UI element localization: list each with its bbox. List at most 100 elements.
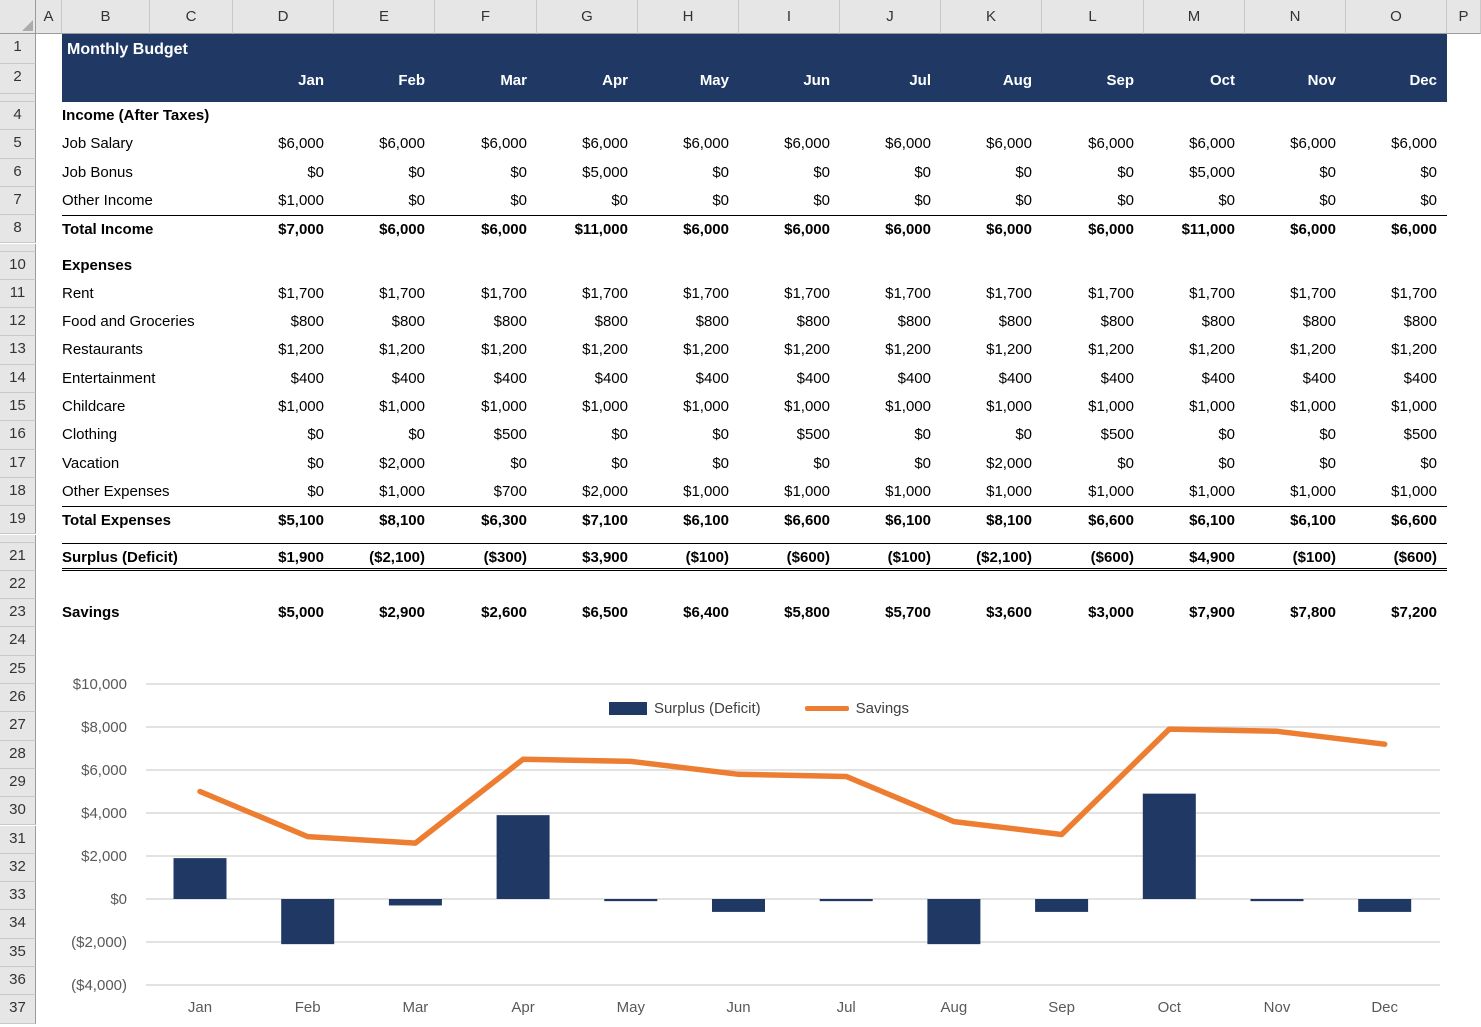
row-header-16[interactable]: 16 <box>0 421 36 450</box>
cell-restaurants-sep[interactable]: $1,200 <box>1088 341 1134 359</box>
cell-childcare-dec[interactable]: $1,000 <box>1391 398 1437 415</box>
month-header-jun[interactable]: Jun <box>803 72 830 89</box>
cell-total-expenses-jun[interactable]: $6,600 <box>784 512 830 530</box>
cell-total-expenses-oct[interactable]: $6,100 <box>1189 512 1235 530</box>
column-header-b[interactable]: B <box>62 0 150 34</box>
cell-surplus-deficit-jun[interactable]: ($600) <box>786 548 830 566</box>
cell-other-income-dec[interactable]: $0 <box>1420 191 1437 209</box>
cell-clothing-jun[interactable]: $500 <box>796 426 830 444</box>
cell-job-salary-oct[interactable]: $6,000 <box>1189 135 1235 153</box>
cell-job-salary-jul[interactable]: $6,000 <box>885 135 931 153</box>
row-header-15[interactable]: 15 <box>0 393 36 422</box>
row-header-7[interactable]: 7 <box>0 186 36 216</box>
cell-job-bonus-jul[interactable]: $0 <box>914 163 931 181</box>
cell-clothing-mar[interactable]: $500 <box>493 426 527 444</box>
row-label-other-expenses[interactable]: Other Expenses <box>62 482 170 500</box>
month-header-dec[interactable]: Dec <box>1409 72 1437 89</box>
row-header-31[interactable]: 31 <box>0 825 36 854</box>
cell-vacation-oct[interactable]: $0 <box>1218 454 1235 472</box>
row-header-2[interactable]: 2 <box>0 64 36 94</box>
cell-food-and-groceries-oct[interactable]: $800 <box>1201 313 1235 331</box>
row-header-29[interactable]: 29 <box>0 768 36 798</box>
row-label-savings[interactable]: Savings <box>62 604 120 622</box>
cell-job-salary-apr[interactable]: $6,000 <box>582 135 628 153</box>
row-header-19[interactable]: 19 <box>0 506 36 535</box>
cell-savings-dec[interactable]: $7,200 <box>1391 604 1437 622</box>
cell-surplus-deficit-apr[interactable]: $3,900 <box>582 548 628 566</box>
cell-job-salary-aug[interactable]: $6,000 <box>986 135 1032 153</box>
cell-job-salary-may[interactable]: $6,000 <box>683 135 729 153</box>
cell-rent-jan[interactable]: $1,700 <box>278 284 324 302</box>
row-header-14[interactable]: 14 <box>0 364 36 393</box>
row-header-3[interactable]: 3 <box>0 94 36 102</box>
row-header-35[interactable]: 35 <box>0 938 36 967</box>
cell-job-bonus-dec[interactable]: $0 <box>1420 163 1437 181</box>
cell-rent-jun[interactable]: $1,700 <box>784 284 830 302</box>
cell-restaurants-apr[interactable]: $1,200 <box>582 341 628 359</box>
row-header-20[interactable]: 20 <box>0 534 36 543</box>
column-header-g[interactable]: G <box>537 0 638 34</box>
cell-vacation-jul[interactable]: $0 <box>914 454 931 472</box>
row-label-food-and-groceries[interactable]: Food and Groceries <box>62 313 195 331</box>
row-header-4[interactable]: 4 <box>0 102 36 131</box>
cell-total-expenses-may[interactable]: $6,100 <box>683 512 729 530</box>
row-label-clothing[interactable]: Clothing <box>62 426 118 444</box>
row-header-23[interactable]: 23 <box>0 599 36 628</box>
column-header-m[interactable]: M <box>1144 0 1245 34</box>
cell-other-expenses-feb[interactable]: $1,000 <box>379 482 425 500</box>
cell-other-expenses-dec[interactable]: $1,000 <box>1391 482 1437 500</box>
cell-restaurants-may[interactable]: $1,200 <box>683 341 729 359</box>
cell-total-expenses-feb[interactable]: $8,100 <box>379 512 425 530</box>
cell-surplus-deficit-feb[interactable]: ($2,100) <box>369 548 425 566</box>
cell-other-income-apr[interactable]: $0 <box>611 191 628 209</box>
row-header-22[interactable]: 22 <box>0 570 36 600</box>
cell-restaurants-jun[interactable]: $1,200 <box>784 341 830 359</box>
cell-total-income-dec[interactable]: $6,000 <box>1391 221 1437 239</box>
cell-clothing-jan[interactable]: $0 <box>307 426 324 444</box>
cell-total-income-oct[interactable]: $11,000 <box>1181 221 1235 239</box>
cell-childcare-mar[interactable]: $1,000 <box>481 398 527 415</box>
legend-savings-label[interactable]: Savings <box>855 699 910 717</box>
cell-entertainment-nov[interactable]: $400 <box>1302 369 1336 387</box>
cell-other-income-jan[interactable]: $1,000 <box>278 191 324 209</box>
cell-rent-dec[interactable]: $1,700 <box>1391 284 1437 302</box>
column-header-h[interactable]: H <box>638 0 739 34</box>
cell-vacation-feb[interactable]: $2,000 <box>379 454 425 472</box>
row-header-30[interactable]: 30 <box>0 797 36 826</box>
row-label-surplus-deficit[interactable]: Surplus (Deficit) <box>62 548 178 566</box>
cell-entertainment-mar[interactable]: $400 <box>493 369 527 387</box>
cell-other-income-mar[interactable]: $0 <box>510 191 527 209</box>
row-header-1[interactable]: 1 <box>0 34 36 64</box>
cell-savings-jun[interactable]: $5,800 <box>784 604 830 622</box>
cell-restaurants-oct[interactable]: $1,200 <box>1189 341 1235 359</box>
cell-restaurants-mar[interactable]: $1,200 <box>481 341 527 359</box>
surplus-bar-mar[interactable] <box>388 899 442 906</box>
cell-surplus-deficit-may[interactable]: ($100) <box>685 548 729 566</box>
cell-total-expenses-sep[interactable]: $6,600 <box>1088 512 1134 530</box>
cell-other-expenses-jul[interactable]: $1,000 <box>885 482 931 500</box>
cell-savings-jul[interactable]: $5,700 <box>885 604 931 622</box>
surplus-bar-oct[interactable] <box>1142 793 1196 899</box>
savings-line[interactable] <box>197 726 1388 846</box>
row-label-expenses-header[interactable]: Expenses <box>62 256 133 274</box>
cell-restaurants-dec[interactable]: $1,200 <box>1391 341 1437 359</box>
cell-childcare-apr[interactable]: $1,000 <box>582 398 628 415</box>
cell-job-salary-dec[interactable]: $6,000 <box>1391 135 1437 153</box>
cell-total-income-aug[interactable]: $6,000 <box>986 221 1032 239</box>
column-header-o[interactable]: O <box>1346 0 1447 34</box>
column-header-i[interactable]: I <box>739 0 840 34</box>
row-label-income-header[interactable]: Income (After Taxes) <box>62 107 210 124</box>
cell-savings-oct[interactable]: $7,900 <box>1189 604 1235 622</box>
cell-job-salary-nov[interactable]: $6,000 <box>1290 135 1336 153</box>
cell-clothing-sep[interactable]: $500 <box>1100 426 1134 444</box>
cell-total-expenses-jan[interactable]: $5,100 <box>278 512 324 530</box>
cell-job-bonus-jan[interactable]: $0 <box>307 163 324 181</box>
cell-childcare-jul[interactable]: $1,000 <box>885 398 931 415</box>
cell-total-income-jan[interactable]: $7,000 <box>278 221 324 239</box>
cell-food-and-groceries-jun[interactable]: $800 <box>796 313 830 331</box>
cell-food-and-groceries-apr[interactable]: $800 <box>594 313 628 331</box>
cell-job-bonus-jun[interactable]: $0 <box>813 163 830 181</box>
cell-job-salary-mar[interactable]: $6,000 <box>481 135 527 153</box>
row-label-job-salary[interactable]: Job Salary <box>62 135 133 153</box>
cell-total-income-apr[interactable]: $11,000 <box>574 221 628 239</box>
